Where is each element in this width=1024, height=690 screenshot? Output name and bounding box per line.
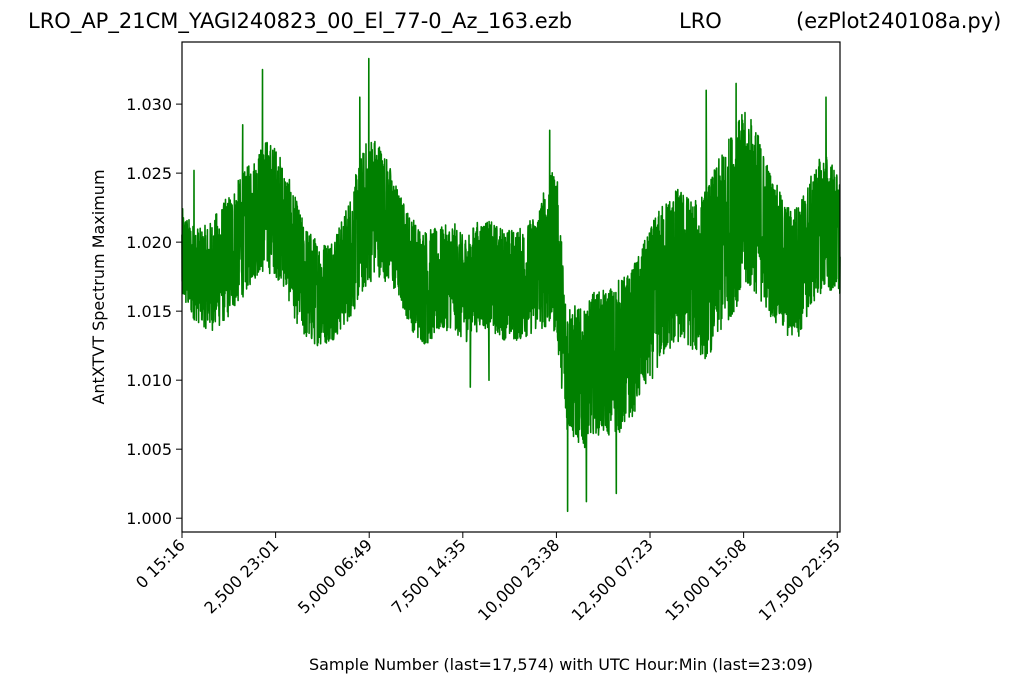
y-tick-label: 1.015	[126, 302, 172, 321]
series-group	[181, 57, 841, 513]
y-axis: 1.000 1.005 1.010 1.015 1.020 1.025 1.030	[126, 95, 182, 528]
chart-title-script: (ezPlot240108a.py)	[796, 9, 1002, 33]
y-tick-label: 1.000	[126, 509, 172, 528]
x-tick-label: 15,000 15:08	[661, 535, 750, 624]
y-tick-label: 1.030	[126, 95, 172, 114]
x-axis-label: Sample Number (last=17,574) with UTC Hou…	[309, 655, 813, 674]
y-tick-label: 1.005	[126, 440, 172, 459]
x-tick-label: 0 15:16	[132, 535, 189, 592]
chart-title-station: LRO	[679, 9, 722, 33]
x-tick-label: 5,000 06:49	[294, 535, 376, 617]
y-axis-label: AntXTVT Spectrum Maximum	[89, 169, 108, 404]
x-tick-label: 17,500 22:55	[755, 535, 844, 624]
chart-title-filename: LRO_AP_21CM_YAGI240823_00_El_77-0_Az_163…	[28, 9, 573, 33]
series-line	[181, 57, 841, 513]
y-tick-label: 1.025	[126, 164, 172, 183]
y-tick-label: 1.010	[126, 371, 172, 390]
x-axis: 0 15:16 2,500 23:01 5,000 06:49 7,500 14:35…	[132, 532, 844, 625]
plot-frame	[181, 41, 841, 533]
x-tick-label: 10,000 23:38	[474, 535, 563, 624]
x-tick-label: 12,500 07:23	[568, 535, 657, 624]
x-tick-label: 7,500 14:35	[388, 535, 470, 617]
x-tick-label: 2,500 23:01	[200, 535, 282, 617]
y-tick-label: 1.020	[126, 233, 172, 252]
